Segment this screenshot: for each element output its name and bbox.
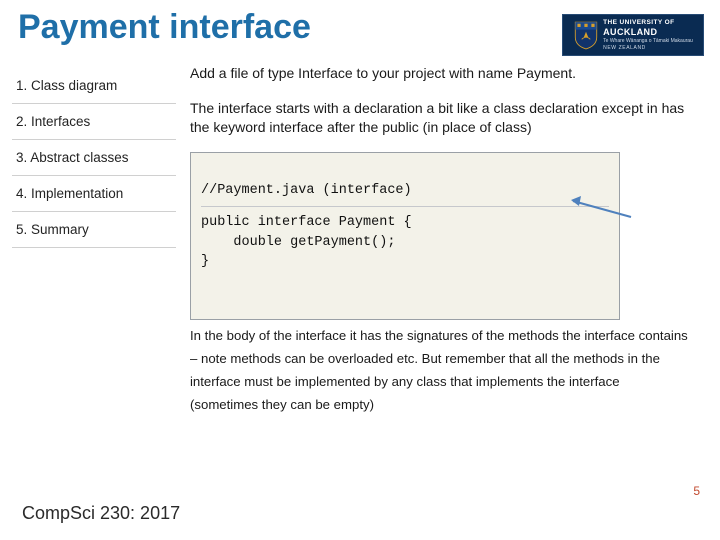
shield-icon (573, 20, 599, 50)
university-logo: THE UNIVERSITY OF AUCKLAND Te Whare Wāna… (562, 14, 704, 56)
page-title: Payment interface (18, 8, 311, 47)
logo-maori: Te Whare Wānanga o Tāmaki Makaurau (603, 38, 693, 44)
intro-paragraph: Add a file of type Interface to your pro… (190, 64, 700, 83)
code-comment: //Payment.java (interface) (201, 181, 609, 208)
logo-country: NEW ZEALAND (603, 45, 646, 51)
slide: Payment interface THE UNIVERSITY OF AUCK… (0, 0, 720, 540)
sidebar-nav: 1. Class diagram 2. Interfaces 3. Abstra… (12, 68, 176, 248)
main-content: Add a file of type Interface to your pro… (190, 64, 700, 320)
footer-text: CompSci 230: 2017 (22, 503, 180, 524)
nav-item-abstract-classes: 3. Abstract classes (12, 140, 176, 176)
nav-item-interfaces: 2. Interfaces (12, 104, 176, 140)
page-number: 5 (693, 484, 700, 498)
logo-text: THE UNIVERSITY OF AUCKLAND Te Whare Wāna… (603, 19, 693, 52)
declaration-paragraph: The interface starts with a declaration … (190, 99, 700, 138)
logo-line1: THE UNIVERSITY OF (603, 19, 674, 26)
body-paragraph: In the body of the interface it has the … (190, 324, 690, 416)
code-body: public interface Payment { double getPay… (201, 215, 412, 269)
logo-line2: AUCKLAND (603, 27, 657, 37)
nav-item-class-diagram: 1. Class diagram (12, 68, 176, 104)
code-block: //Payment.java (interface) public interfa… (190, 152, 620, 320)
nav-item-implementation: 4. Implementation (12, 176, 176, 212)
nav-item-summary: 5. Summary (12, 212, 176, 248)
